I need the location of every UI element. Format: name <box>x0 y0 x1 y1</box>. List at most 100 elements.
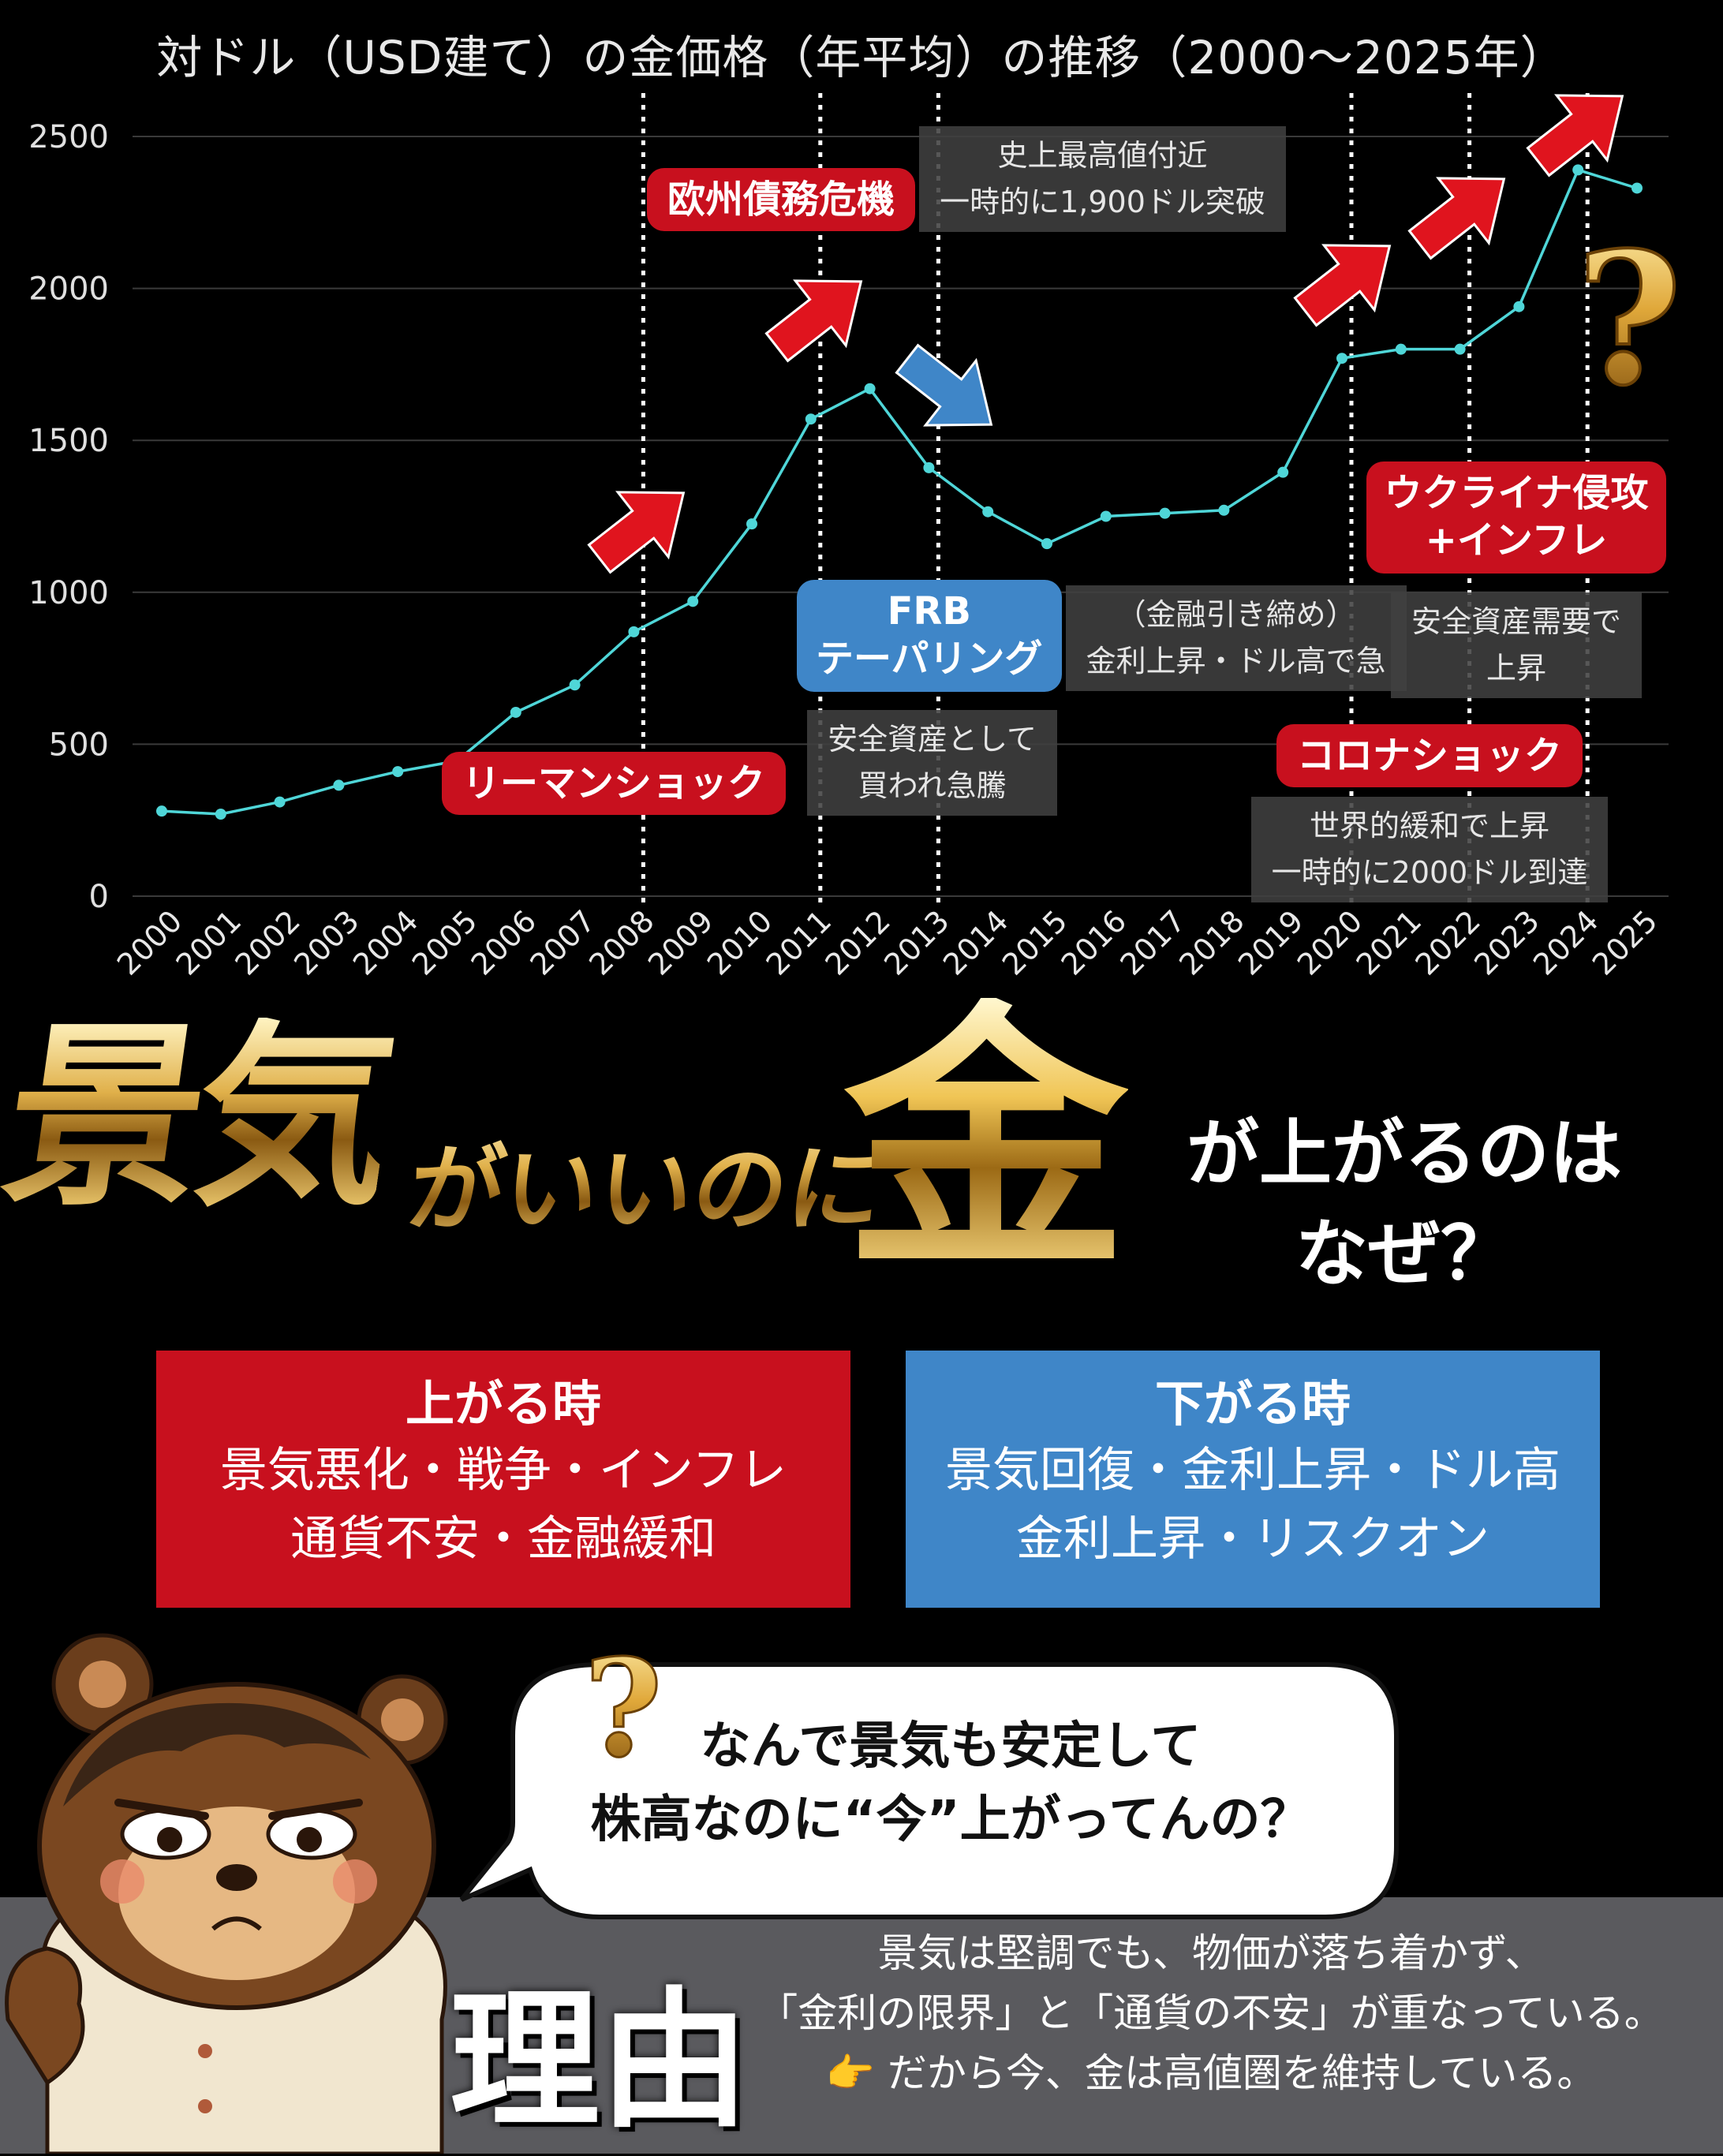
down-arrow-icon <box>895 343 993 427</box>
question-mark-icon: ? <box>1575 211 1684 428</box>
y-tick-label: 1000 <box>28 575 109 611</box>
y-tick-label: 1500 <box>28 423 109 459</box>
svg-text:?: ? <box>1576 213 1683 426</box>
x-tick-label: 2007 <box>523 903 602 982</box>
x-tick-label: 2005 <box>406 903 484 982</box>
up-arrow-icon <box>1407 177 1506 260</box>
headline-ganoni: がいいのに <box>401 1112 893 1250</box>
x-tick-label: 2001 <box>170 903 249 982</box>
y-axis: 0 500 1000 1500 2000 2500 <box>28 119 109 915</box>
data-point <box>1395 343 1407 355</box>
data-point <box>392 766 404 778</box>
down-box: 下がる時 景気回復・金利上昇・ドル高 金利上昇・リスクオン <box>906 1351 1600 1608</box>
data-point <box>1631 182 1643 194</box>
speech-bubble-text: なんで景気も安定して 株高なのに“今”上がってんの？ <box>590 1717 1311 1849</box>
svg-text:?: ? <box>584 1630 663 1788</box>
data-point <box>746 518 757 530</box>
x-tick-label: 2019 <box>1232 903 1310 982</box>
down-box-line: 金利上昇・リスクオン <box>1016 1511 1489 1567</box>
data-point <box>1336 353 1347 364</box>
annotation-euro: 欧州債務危機 史上最高値付近 一時的に1,900ドル突破 <box>647 118 1286 232</box>
annotation-label: ウクライナ侵攻 +インフレ <box>1366 461 1666 574</box>
data-point <box>805 413 817 425</box>
annotation-corona: コロナショック 世界的緩和で上昇 一時的に2000ドル到達 <box>1136 724 1723 902</box>
x-tick-label: 2022 <box>1408 903 1487 982</box>
question-mark-icon: ? <box>583 1629 664 1789</box>
headline-keiki: 景気 <box>0 1000 403 1232</box>
down-box-line: 景気回復・金利上昇・ドル高 <box>945 1442 1560 1498</box>
data-point <box>333 779 345 791</box>
annotation-note: 安全資産需要で 上昇 <box>1390 592 1642 698</box>
x-tick-label: 2016 <box>1055 903 1134 982</box>
up-arrow-icon <box>587 491 686 574</box>
x-tick-label: 2024 <box>1527 903 1605 982</box>
x-tick-label: 2010 <box>701 903 779 982</box>
up-box-title: 上がる時 <box>405 1375 601 1433</box>
x-tick-label: 2025 <box>1586 903 1665 982</box>
up-arrow-icon <box>1293 244 1392 327</box>
data-point <box>1041 538 1052 550</box>
x-tick-label: 2008 <box>582 903 661 982</box>
x-tick-label: 2004 <box>346 903 425 982</box>
data-point <box>1100 510 1112 522</box>
x-tick-label: 2003 <box>287 903 366 982</box>
x-tick-label: 2012 <box>818 903 897 982</box>
x-tick-label: 2009 <box>641 903 720 982</box>
x-axis: 2000200120022003200420052006200720082009… <box>110 903 1665 982</box>
chart-decorations: ? <box>587 94 1684 574</box>
data-point <box>1454 343 1466 355</box>
data-point <box>569 679 581 691</box>
series-line <box>161 168 1638 816</box>
x-tick-label: 2002 <box>228 903 307 982</box>
x-tick-label: 2011 <box>760 903 839 982</box>
data-point <box>510 706 521 718</box>
x-tick-label: 2013 <box>877 903 956 982</box>
data-point <box>1572 164 1584 176</box>
up-box-line: 景気悪化・戦争・インフレ <box>219 1442 787 1498</box>
data-point <box>1277 466 1289 478</box>
reason-text: 景気は堅調でも、物価が落ち着かず、 「金利の限界」と「通貨の不安」が重なっている… <box>758 1930 1664 2096</box>
data-point <box>1218 504 1230 516</box>
annotation-ukraine: ウクライナ侵攻 +インフレ 安全資産需要で 上昇 <box>1310 461 1723 698</box>
data-point <box>687 596 699 607</box>
annotation-lehman: リーマンショック 安全資産として 買われ急騰 <box>442 702 1057 816</box>
data-point <box>1513 301 1525 312</box>
data-point <box>274 796 286 808</box>
y-tick-label: 500 <box>49 727 109 763</box>
y-tick-label: 2500 <box>28 119 109 155</box>
bear-character <box>5 1633 448 2154</box>
annotation-note: 史上最高値付近 一時的に1,900ドル突破 <box>919 126 1286 232</box>
up-arrow-icon <box>1526 94 1624 177</box>
x-tick-label: 2021 <box>1350 903 1429 982</box>
headline-kin: 金 <box>844 973 1128 1306</box>
x-tick-label: 2014 <box>936 903 1015 982</box>
data-point <box>1159 507 1171 519</box>
annotation-label: FRB テーパリング <box>797 580 1062 692</box>
up-box-line: 通貨不安・金融緩和 <box>290 1511 716 1567</box>
x-tick-label: 2015 <box>996 903 1075 982</box>
annotation-note: （金融引き締め） 金利上昇・ドル高で急 <box>1065 585 1407 691</box>
data-point <box>923 461 935 473</box>
page-title: 対ドル（USD建て）の金価格（年平均）の推移（2000〜2025年） <box>156 31 1567 84</box>
data-point <box>864 383 876 394</box>
x-tick-label: 2017 <box>1113 903 1192 982</box>
x-tick-label: 2020 <box>1291 903 1370 982</box>
annotation-note: 安全資産として 買われ急騰 <box>807 710 1057 816</box>
data-point <box>215 808 226 820</box>
speech-bubble <box>459 1662 1399 1919</box>
up-box: 上がる時 景気悪化・戦争・インフレ 通貨不安・金融緩和 <box>156 1351 850 1608</box>
x-tick-label: 2000 <box>110 903 189 982</box>
annotation-note: 世界的緩和で上昇 一時的に2000ドル到達 <box>1250 797 1609 902</box>
data-point <box>982 506 994 518</box>
down-box-title: 下がる時 <box>1154 1375 1351 1433</box>
x-tick-label: 2023 <box>1467 903 1546 982</box>
data-point <box>628 626 640 637</box>
x-tick-label: 2018 <box>1172 903 1251 982</box>
headline-tail: が上がるのは なぜ？ <box>1186 1112 1622 1296</box>
reason-label: 理由 <box>450 1974 750 2148</box>
annotation-label: リーマンショック <box>442 751 787 815</box>
annotation-frb: FRB テーパリング （金融引き締め） 金利上昇・ドル高で急 <box>797 580 1407 692</box>
up-arrow-icon <box>764 279 863 363</box>
y-tick-label: 0 <box>89 879 109 915</box>
y-tick-label: 2000 <box>28 271 109 308</box>
